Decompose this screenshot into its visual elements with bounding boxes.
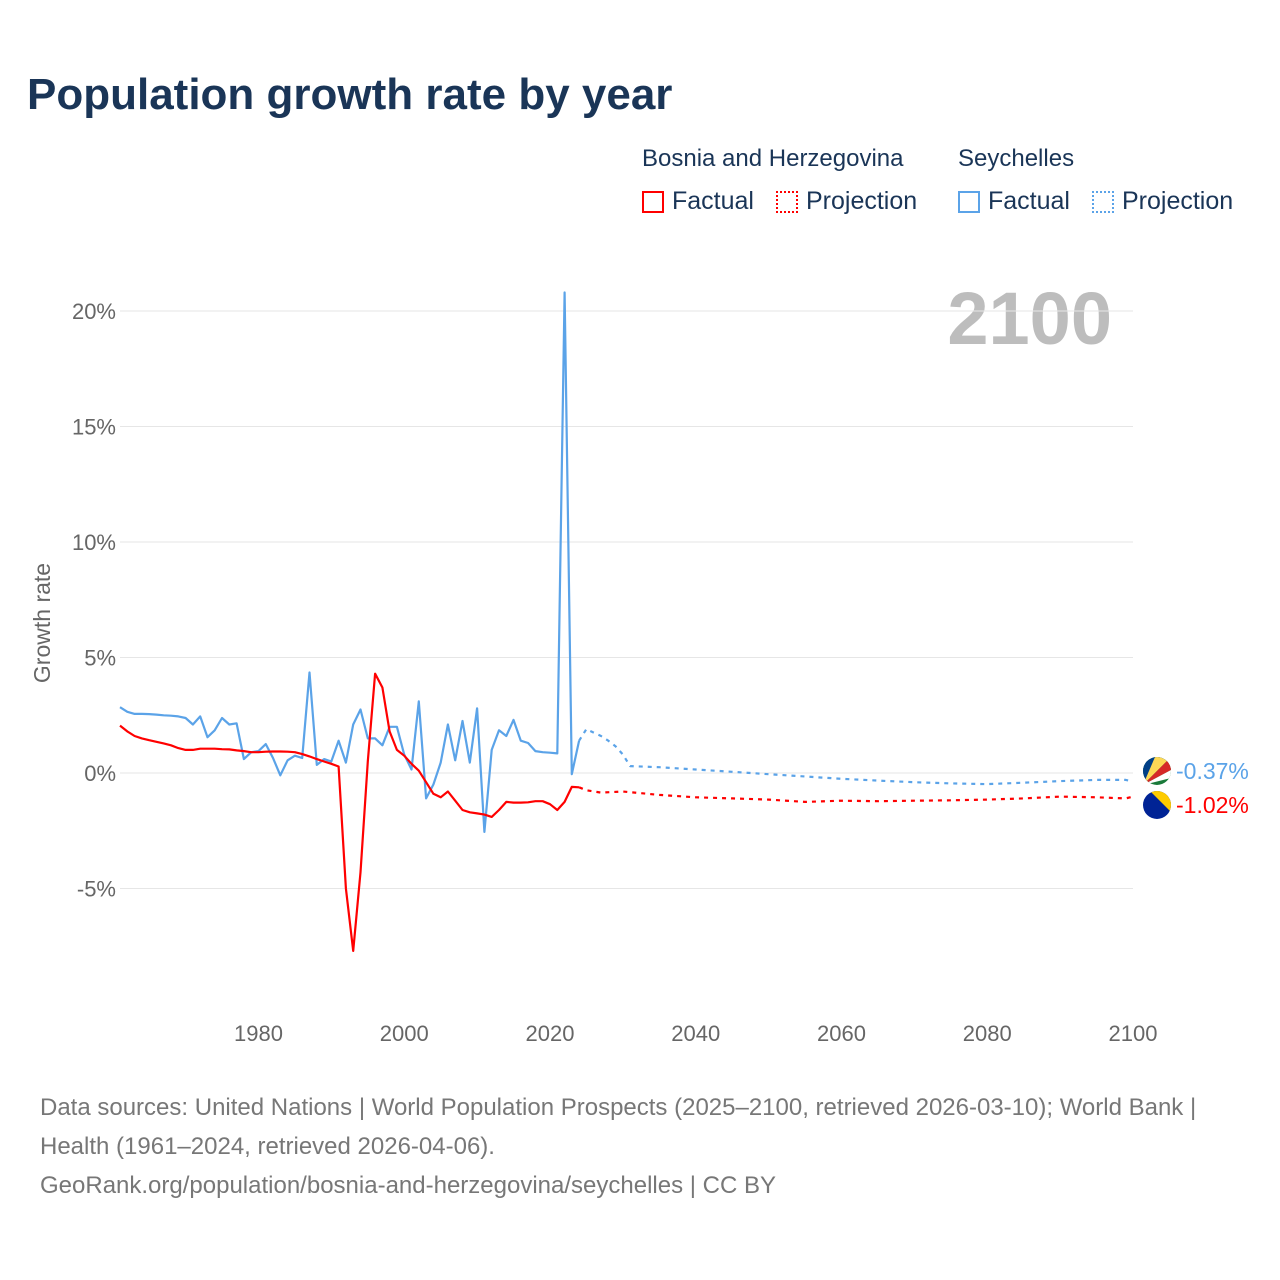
y-axis-label: Growth rate xyxy=(29,563,55,683)
y-tick-label: 5% xyxy=(84,646,116,671)
legend-group-seychelles: Seychelles xyxy=(958,145,1075,172)
year-watermark: 2100 xyxy=(947,277,1112,360)
y-tick-label: 10% xyxy=(72,530,116,555)
legend-swatch-solid xyxy=(642,190,664,213)
legend-swatch-dotted xyxy=(776,190,798,213)
x-tick-label: 2040 xyxy=(671,1021,720,1046)
legend-group-bosnia: Bosnia and Herzegovina xyxy=(642,145,904,172)
legend-bosnia-factual[interactable]: Factual xyxy=(642,187,754,216)
y-tick-label: 20% xyxy=(72,299,116,324)
end-label-bosnia: -1.02% xyxy=(1176,792,1249,818)
bosnia-and-herzegovina-factual-line xyxy=(119,672,580,953)
legend-seychelles-projection[interactable]: Projection xyxy=(1092,187,1233,216)
legend-swatch-dotted xyxy=(1092,190,1114,213)
y-tick-label: -5% xyxy=(77,877,116,902)
x-tick-label: 2000 xyxy=(380,1021,429,1046)
x-tick-label: 2080 xyxy=(963,1021,1012,1046)
data-sources: Data sources: United Nations | World Pop… xyxy=(40,1094,1197,1160)
bosnia-and-herzegovina-projection-line xyxy=(578,786,1134,804)
y-tick-label: 0% xyxy=(84,761,116,786)
seychelles-flag-icon xyxy=(1143,757,1171,785)
bosnia-flag-icon xyxy=(1143,791,1171,819)
legend-label: Factual xyxy=(672,187,754,215)
end-label-seychelles: -0.37% xyxy=(1176,758,1249,784)
seychelles-projection-line xyxy=(578,727,1134,786)
x-tick-label: 1980 xyxy=(234,1021,283,1046)
legend-seychelles-factual[interactable]: Factual xyxy=(958,187,1070,216)
page-title: Population growth rate by year xyxy=(27,70,673,119)
legend-label: Factual xyxy=(988,187,1070,215)
x-tick-label: 2060 xyxy=(817,1021,866,1046)
y-tick-label: 15% xyxy=(72,415,116,440)
legend-swatch-solid xyxy=(958,190,980,213)
x-tick-label: 2020 xyxy=(526,1021,575,1046)
x-tick-label: 2100 xyxy=(1109,1021,1158,1046)
seychelles-factual-line xyxy=(119,291,581,834)
source-url[interactable]: GeoRank.org/population/bosnia-and-herzeg… xyxy=(40,1172,776,1199)
footer: Data sources: United Nations | World Pop… xyxy=(40,1088,1240,1205)
legend-label: Projection xyxy=(806,187,918,215)
legend-bosnia-projection[interactable]: Projection xyxy=(776,187,917,216)
legend-label: Projection xyxy=(1122,187,1234,215)
